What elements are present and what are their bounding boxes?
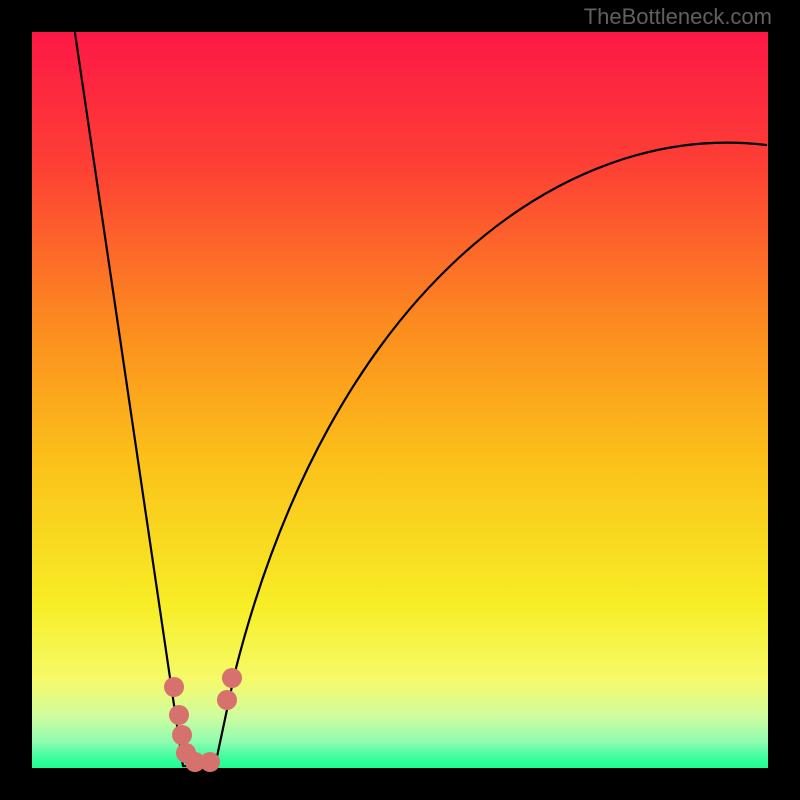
chart-root: TheBottleneck.com [0, 0, 800, 800]
plot-area-gradient [32, 32, 768, 768]
watermark-text: TheBottleneck.com [584, 4, 772, 30]
